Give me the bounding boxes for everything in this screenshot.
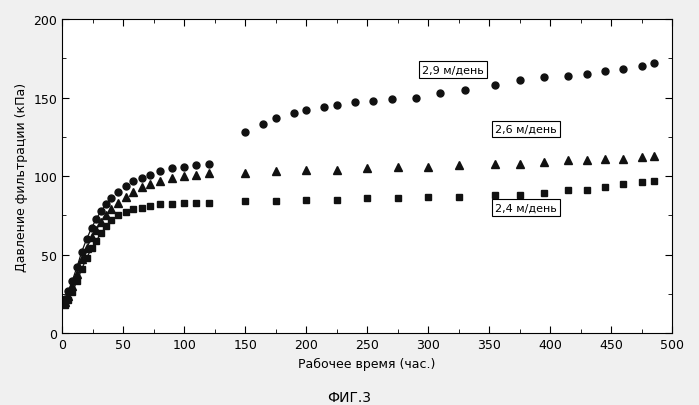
Text: 2,6 м/день: 2,6 м/день bbox=[495, 125, 557, 134]
X-axis label: Рабочее время (час.): Рабочее время (час.) bbox=[298, 357, 436, 370]
Text: 2,4 м/день: 2,4 м/день bbox=[495, 203, 557, 213]
Text: 2,9 м/день: 2,9 м/день bbox=[422, 65, 484, 75]
Y-axis label: Давление фильтрации (кПа): Давление фильтрации (кПа) bbox=[15, 82, 28, 271]
Text: ФИГ.3: ФИГ.3 bbox=[328, 390, 371, 404]
